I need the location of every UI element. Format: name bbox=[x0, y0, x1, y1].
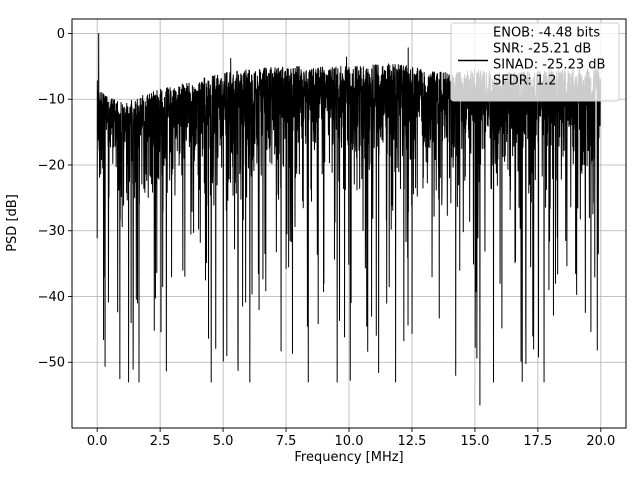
y-tick-label: 0 bbox=[57, 27, 65, 42]
x-tick-label: 0.0 bbox=[87, 434, 108, 449]
axis-ticks: 0.0 2.5 5.0 7.5 10.0 12.5 15.0 17.5 20.0 0 −10 −20 −… bbox=[38, 27, 616, 449]
x-tick-label: 5.0 bbox=[213, 434, 234, 449]
x-tick-label: 15.0 bbox=[460, 434, 489, 449]
y-tick-label: −40 bbox=[38, 290, 65, 305]
legend-entry-enob: ENOB: -4.48 bits bbox=[493, 26, 600, 41]
legend-entry-snr: SNR: -25.21 dB bbox=[493, 42, 591, 57]
x-tick-label: 20.0 bbox=[586, 434, 615, 449]
y-tick-label: −10 bbox=[38, 93, 65, 108]
y-axis-label: PSD [dB] bbox=[5, 194, 20, 252]
x-tick-label: 7.5 bbox=[276, 434, 297, 449]
x-tick-label: 12.5 bbox=[397, 434, 426, 449]
x-tick-label: 10.0 bbox=[335, 434, 364, 449]
legend-entry-sfdr: SFDR: 1.2 bbox=[493, 74, 557, 89]
legend-entry-sinad: SINAD: -25.23 dB bbox=[493, 58, 605, 73]
x-tick-label: 17.5 bbox=[523, 434, 552, 449]
y-tick-label: −50 bbox=[38, 356, 65, 371]
legend-box bbox=[450, 22, 620, 102]
x-axis-label: Frequency [MHz] bbox=[294, 450, 403, 465]
y-tick-label: −30 bbox=[38, 224, 65, 239]
y-tick-label: −20 bbox=[38, 158, 65, 173]
x-tick-label: 2.5 bbox=[150, 434, 171, 449]
legend: ENOB: -4.48 bits SNR: -25.21 dB SINAD: -… bbox=[450, 22, 620, 102]
